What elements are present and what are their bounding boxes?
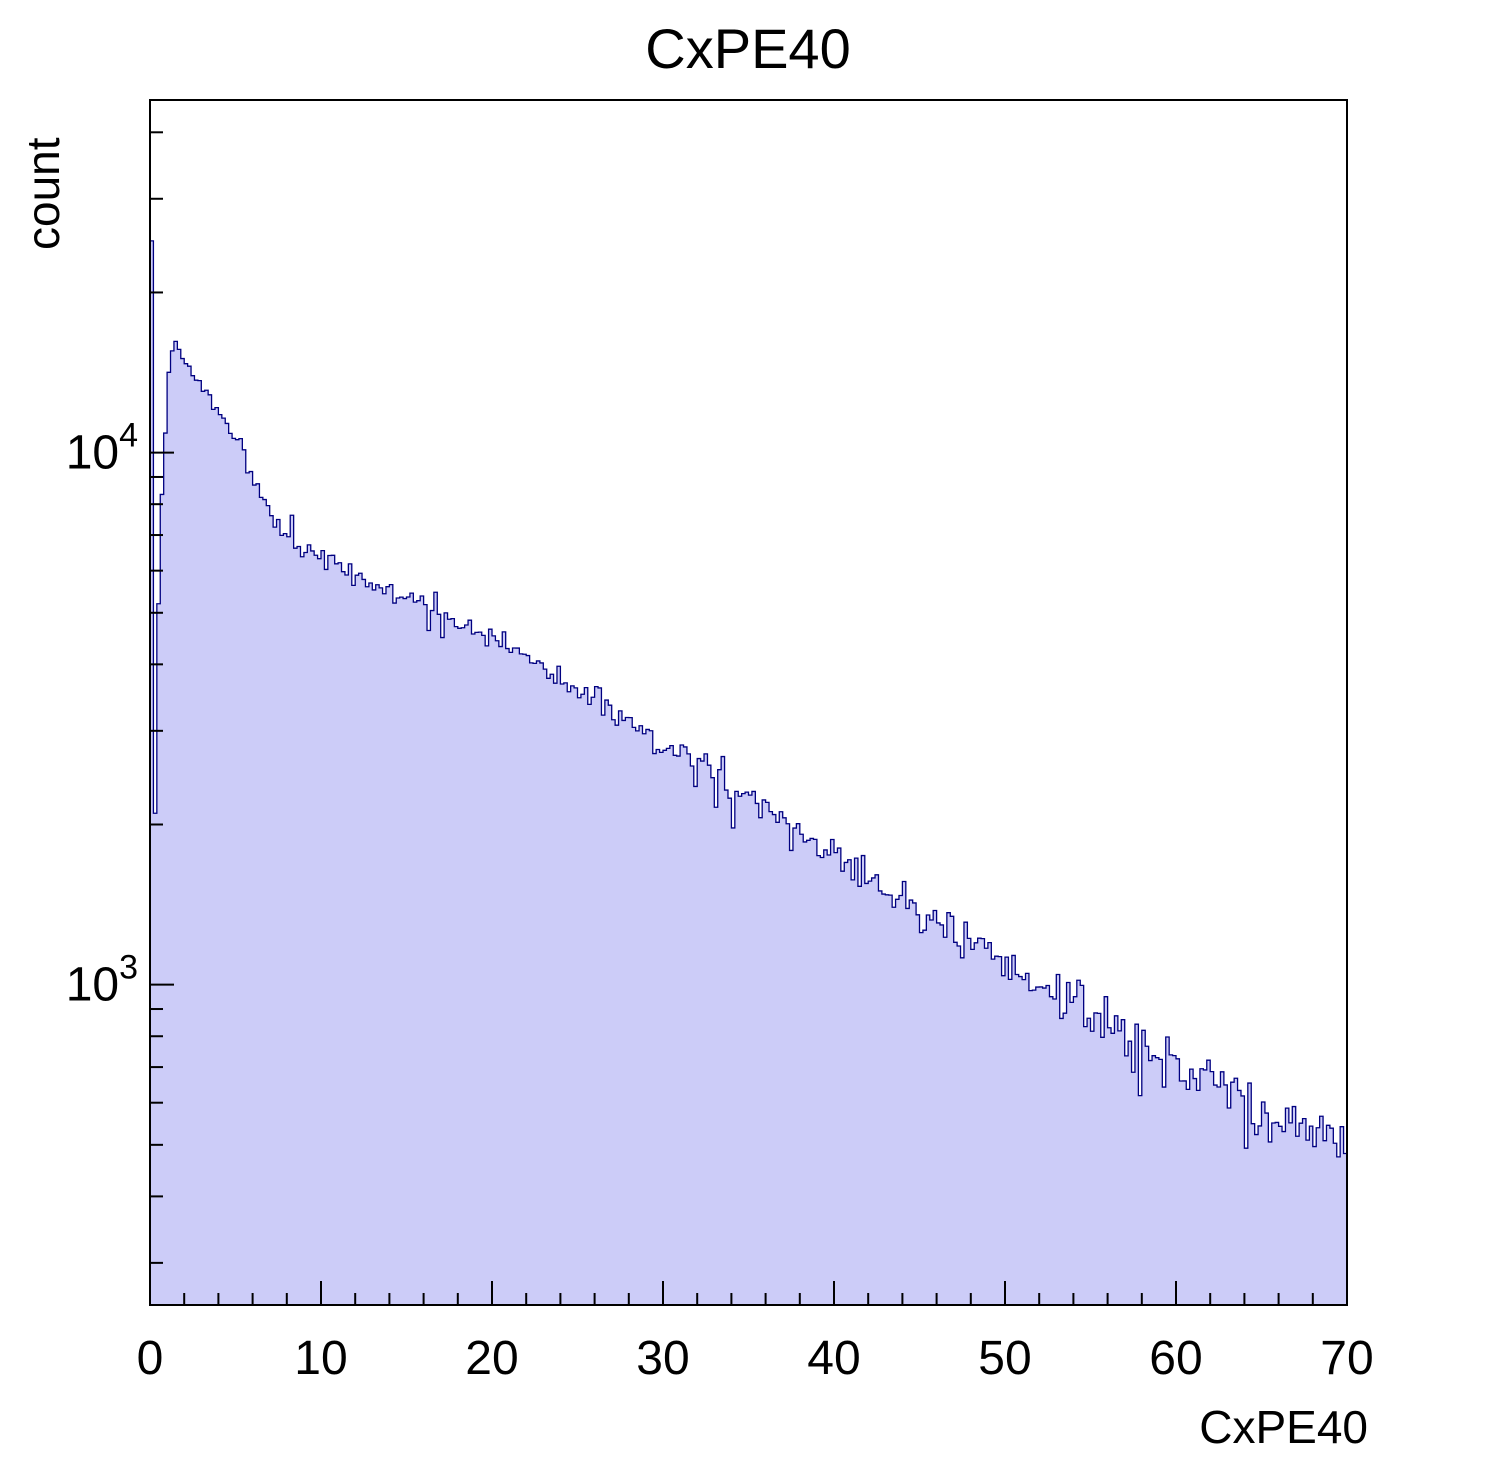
y-axis-title: count — [17, 137, 69, 250]
x-tick-label: 0 — [137, 1332, 164, 1385]
x-tick-label: 30 — [636, 1332, 689, 1385]
x-tick-label: 50 — [978, 1332, 1031, 1385]
histogram-series — [149, 240, 1348, 1306]
chart-title: CxPE40 — [645, 17, 851, 80]
y-tick-label: 103 — [66, 949, 138, 1012]
x-axis-title: CxPE40 — [1199, 1401, 1368, 1453]
y-tick-label: 104 — [66, 417, 138, 480]
x-tick-label: 20 — [465, 1332, 518, 1385]
x-tick-label: 70 — [1320, 1332, 1373, 1385]
x-tick-label: 10 — [294, 1332, 347, 1385]
x-tick-label: 40 — [807, 1332, 860, 1385]
plot-frame — [149, 99, 1348, 1306]
x-tick-label: 60 — [1149, 1332, 1202, 1385]
